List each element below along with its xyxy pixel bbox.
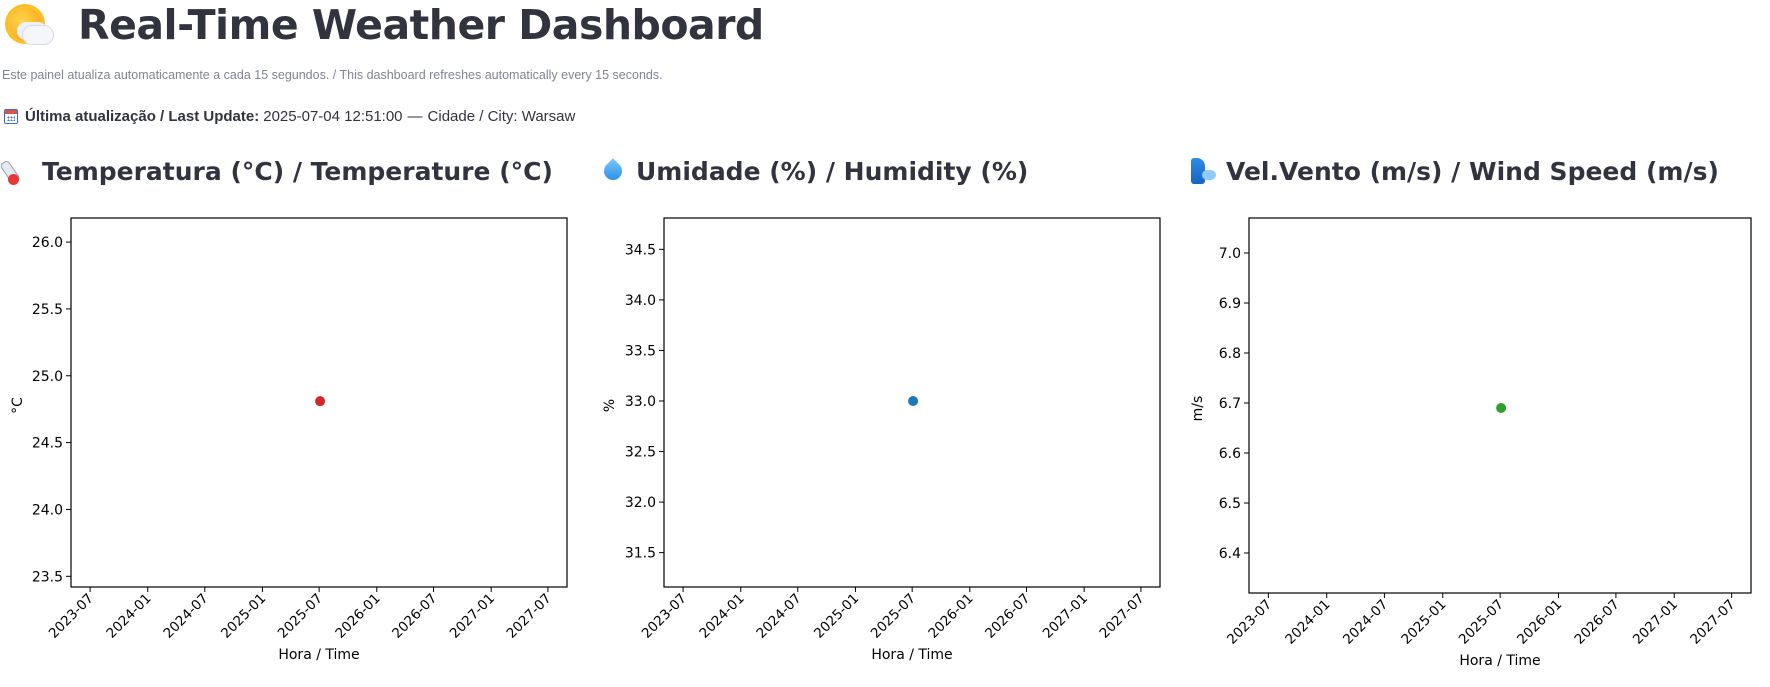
- last-update-label: Última atualização / Last Update:: [25, 108, 260, 125]
- wind-speed-chart: 6.4 6.5 6.6 6.7 6.8 6.9 7.0 2023-07 2024-01 2024-…: [1190, 217, 1752, 669]
- data-point: [1496, 403, 1507, 413]
- x-tick-label: 2025-01: [811, 591, 862, 642]
- y-tick-label: 31.5: [625, 546, 656, 562]
- x-tick-label: 2026-01: [925, 591, 976, 642]
- x-tick-label: 2025-01: [218, 591, 269, 642]
- y-tick-label: 24.0: [32, 502, 63, 518]
- sun-behind-cloud-icon: [6, 3, 54, 47]
- x-tick-label: 2024-07: [160, 591, 211, 642]
- x-tick-label: 2027-07: [1687, 597, 1738, 648]
- x-axis-label: Hora / Time: [1459, 653, 1540, 669]
- y-tick-label: 32.0: [625, 495, 656, 511]
- x-tick-label: 2026-01: [1514, 597, 1565, 648]
- y-tick-label: 7.0: [1219, 246, 1241, 262]
- x-tick-label: 2025-01: [1398, 597, 1449, 648]
- y-tick-label: 23.5: [32, 569, 63, 585]
- y-tick-label: 33.5: [625, 343, 656, 359]
- humidity-heading-text: Umidade (%) / Humidity (%): [636, 156, 1029, 186]
- droplet-icon: [600, 156, 626, 186]
- y-tick-label: 6.6: [1219, 446, 1241, 462]
- y-tick-label: 34.5: [625, 242, 656, 258]
- y-tick-label: 34.0: [625, 293, 656, 309]
- x-tick-label: 2024-07: [1340, 597, 1391, 648]
- x-tick-label: 2026-07: [389, 591, 440, 642]
- x-tick-label: 2026-01: [332, 591, 383, 642]
- calendar-icon: [4, 109, 18, 124]
- title-row: Real-Time Weather Dashboard: [6, 0, 764, 50]
- data-point: [908, 395, 919, 406]
- y-tick-label: 6.9: [1219, 296, 1241, 312]
- temperature-heading-text: Temperatura (°C) / Temperature (°C): [42, 156, 553, 186]
- y-tick-label: 6.5: [1219, 496, 1241, 512]
- y-tick-label: 6.7: [1219, 396, 1241, 412]
- y-tick-label: 32.5: [625, 445, 656, 461]
- y-axis-label: °C: [10, 397, 26, 414]
- x-tick-label: 2024-01: [103, 591, 154, 642]
- last-update-line: Última atualização / Last Update: 2025-0…: [4, 108, 575, 125]
- y-tick-label: 24.5: [32, 436, 63, 452]
- x-tick-label: 2025-07: [868, 591, 919, 642]
- x-tick-label: 2027-07: [1097, 591, 1148, 642]
- x-tick-label: 2024-01: [1282, 597, 1333, 648]
- x-axis-label: Hora / Time: [871, 647, 952, 663]
- x-tick-label: 2025-07: [1456, 597, 1507, 648]
- x-tick-label: 2023-07: [639, 591, 690, 642]
- x-tick-label: 2024-01: [696, 591, 747, 642]
- city-text: Cidade / City: Warsaw: [427, 108, 576, 125]
- y-axis-label: %: [602, 399, 618, 412]
- y-tick-label: 6.4: [1219, 546, 1241, 562]
- x-tick-label: 2023-07: [46, 591, 97, 642]
- y-axis-label: m/s: [1190, 396, 1206, 422]
- x-axis-label: Hora / Time: [278, 647, 359, 663]
- x-tick-label: 2027-07: [504, 591, 555, 642]
- x-tick-label: 2027-01: [1630, 597, 1681, 648]
- x-tick-label: 2024-07: [753, 591, 804, 642]
- humidity-heading: Umidade (%) / Humidity (%): [600, 156, 1028, 186]
- refresh-notice: Este painel atualiza automaticamente a c…: [2, 68, 663, 82]
- y-tick-label: 26.0: [32, 235, 63, 251]
- separator: —: [407, 108, 423, 125]
- x-tick-label: 2026-07: [982, 591, 1033, 642]
- x-tick-label: 2027-01: [1040, 591, 1091, 642]
- wind-heading: Vel.Vento (m/s) / Wind Speed (m/s): [1190, 156, 1719, 186]
- thermometer-icon: [6, 156, 32, 186]
- x-tick-label: 2025-07: [275, 591, 326, 642]
- last-update-timestamp: 2025-07-04 12:51:00: [263, 108, 403, 125]
- x-tick-label: 2027-01: [447, 591, 498, 642]
- y-tick-label: 25.0: [32, 369, 63, 385]
- y-tick-label: 33.0: [625, 394, 656, 410]
- temperature-heading: Temperatura (°C) / Temperature (°C): [6, 156, 553, 186]
- wind-heading-text: Vel.Vento (m/s) / Wind Speed (m/s): [1226, 156, 1719, 186]
- wind-face-icon: [1190, 156, 1216, 186]
- data-point: [315, 396, 326, 407]
- y-tick-label: 25.5: [32, 302, 63, 318]
- y-tick-label: 6.8: [1219, 346, 1241, 362]
- page-title: Real-Time Weather Dashboard: [78, 1, 764, 49]
- x-tick-label: 2026-07: [1572, 597, 1623, 648]
- x-tick-label: 2023-07: [1224, 597, 1275, 648]
